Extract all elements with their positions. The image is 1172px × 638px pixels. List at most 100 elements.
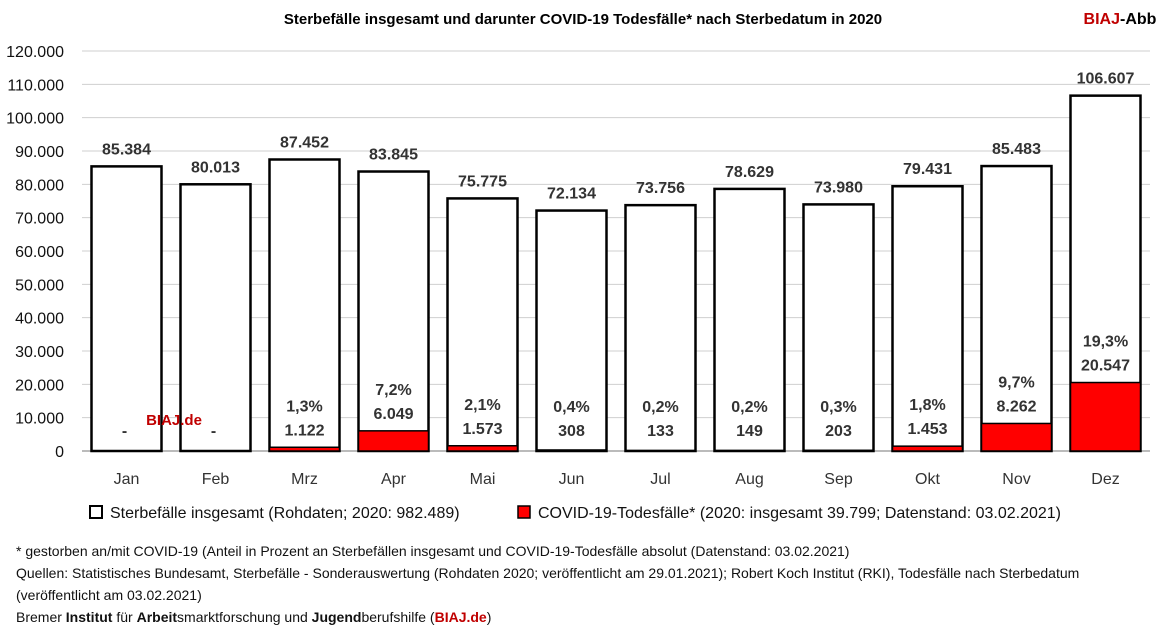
org-text: für xyxy=(112,609,137,625)
y-tick-label: 60.000 xyxy=(15,244,64,261)
org-note: Bremer Institut für Arbeitsmarktforschun… xyxy=(16,606,1156,628)
value-label-covid: 308 xyxy=(558,423,585,440)
bar-total xyxy=(446,197,519,453)
x-axis: Jan Feb Mrz Apr Mai Jun Jul Aug Sep Okt Nov Dez xyxy=(114,471,1120,488)
percent-label-covid: 1,8% xyxy=(909,397,945,414)
value-label-covid: - xyxy=(211,423,216,440)
y-tick-label: 30.000 xyxy=(15,344,64,361)
y-tick-label: 80.000 xyxy=(15,177,64,194)
bar-total xyxy=(802,203,875,453)
y-tick-label: 10.000 xyxy=(15,411,64,428)
value-label-covid: - xyxy=(122,423,127,440)
org-bold: Arbeit xyxy=(136,609,178,625)
y-tick-label: 40.000 xyxy=(15,311,64,328)
legend-label-covid: COVID-19-Todesfälle* (2020: insgesamt 39… xyxy=(538,505,1061,522)
bar-covid xyxy=(268,446,341,452)
x-tick-label: Okt xyxy=(915,471,940,488)
legend-swatch-total xyxy=(89,505,103,519)
value-label-total: 80.013 xyxy=(191,159,240,176)
value-label-total: 72.134 xyxy=(547,186,596,203)
value-label-covid: 6.049 xyxy=(373,406,413,423)
sources-note: Quellen: Statistisches Bundesamt, Sterbe… xyxy=(16,565,1080,603)
value-label-covid: 20.547 xyxy=(1081,358,1130,375)
bar-total xyxy=(90,165,163,453)
value-label-total: 85.483 xyxy=(992,141,1041,158)
data-labels: 85.384 - 80.013 - 87.452 1.122 1,3% 83.845 6.049… xyxy=(102,71,1134,440)
footnotes: * gestorben an/mit COVID-19 (Anteil in P… xyxy=(16,540,1156,628)
bar-covid xyxy=(446,445,519,452)
org-text: ) xyxy=(486,609,492,625)
bars xyxy=(90,94,1142,453)
brand-suffix: -Abb xyxy=(1120,11,1157,28)
grid xyxy=(82,50,1150,452)
bar-covid xyxy=(891,445,964,452)
value-label-covid: 8.262 xyxy=(996,398,1036,415)
percent-label-covid: 0,4% xyxy=(553,399,589,416)
y-tick-label: 70.000 xyxy=(15,211,64,228)
brand-prefix: BIAJ xyxy=(1084,11,1120,28)
y-tick-label: 90.000 xyxy=(15,144,64,161)
value-label-total: 87.452 xyxy=(280,134,329,151)
x-tick-label: Mai xyxy=(470,471,496,488)
bar-covid xyxy=(1069,381,1142,452)
bar-covid xyxy=(357,430,430,452)
y-tick-label: 120.000 xyxy=(6,44,64,61)
x-tick-label: Mrz xyxy=(291,471,318,488)
legend-label-total: Sterbefälle insgesamt (Rohdaten; 2020: 9… xyxy=(110,505,460,522)
y-tick-label: 20.000 xyxy=(15,377,64,394)
x-tick-label: Jul xyxy=(650,471,670,488)
y-tick-label: 50.000 xyxy=(15,277,64,294)
legend: Sterbefälle insgesamt (Rohdaten; 2020: 9… xyxy=(89,505,1061,522)
percent-label-covid: 9,7% xyxy=(998,374,1034,391)
footnote: * gestorben an/mit COVID-19 (Anteil in P… xyxy=(16,543,850,559)
chart: Sterbefälle insgesamt und darunter COVID… xyxy=(6,11,1157,522)
org-bold: Jugend xyxy=(311,609,362,625)
bar-total xyxy=(980,164,1053,453)
org-link[interactable]: BIAJ.de xyxy=(434,609,487,625)
value-label-total: 73.980 xyxy=(814,179,863,196)
brand-label: BIAJ-Abb xyxy=(1084,11,1157,28)
percent-label-covid: 0,3% xyxy=(820,399,856,416)
x-tick-label: Jun xyxy=(559,471,585,488)
value-label-total: 85.384 xyxy=(102,141,151,158)
x-tick-label: Feb xyxy=(202,471,230,488)
bar-total xyxy=(891,184,964,453)
bar-total xyxy=(268,158,341,453)
value-label-covid: 1.453 xyxy=(907,421,947,438)
chart-title: Sterbefälle insgesamt und darunter COVID… xyxy=(284,11,882,28)
bar-covid xyxy=(535,449,608,452)
x-tick-label: Nov xyxy=(1002,471,1030,488)
value-label-total: 73.756 xyxy=(636,180,685,197)
percent-label-covid: 7,2% xyxy=(375,382,411,399)
watermark: BIAJ.de xyxy=(146,412,202,429)
percent-label-covid: 0,2% xyxy=(731,399,767,416)
percent-label-covid: 19,3% xyxy=(1083,334,1128,351)
percent-label-covid: 2,1% xyxy=(464,397,500,414)
x-tick-label: Sep xyxy=(824,471,853,488)
percent-label-covid: 0,2% xyxy=(642,399,678,416)
y-tick-label: 0 xyxy=(55,444,64,461)
value-label-total: 78.629 xyxy=(725,164,774,181)
org-text: smarktforschung und xyxy=(177,609,312,625)
bar-covid xyxy=(980,422,1053,452)
value-label-covid: 203 xyxy=(825,423,852,440)
y-axis: 0 10.000 20.000 30.000 40.000 50.000 60.000 70.… xyxy=(6,44,64,461)
x-tick-label: Aug xyxy=(735,471,763,488)
y-tick-label: 100.000 xyxy=(6,111,64,128)
legend-swatch-covid xyxy=(517,505,531,519)
value-label-covid: 1.122 xyxy=(284,422,324,439)
percent-label-covid: 1,3% xyxy=(286,398,322,415)
value-label-total: 83.845 xyxy=(369,147,418,164)
value-label-covid: 1.573 xyxy=(462,421,502,438)
x-tick-label: Apr xyxy=(381,471,407,488)
org-bold: Institut xyxy=(65,609,113,625)
org-text: berufshilfe ( xyxy=(361,609,435,625)
bar-covid xyxy=(802,449,875,452)
y-tick-label: 110.000 xyxy=(7,77,64,94)
value-label-total: 79.431 xyxy=(903,161,952,178)
bar-total xyxy=(179,183,252,453)
value-label-covid: 149 xyxy=(736,423,763,440)
bar-total xyxy=(624,203,697,453)
value-label-total: 106.607 xyxy=(1077,71,1135,88)
value-label-total: 75.775 xyxy=(458,173,507,190)
